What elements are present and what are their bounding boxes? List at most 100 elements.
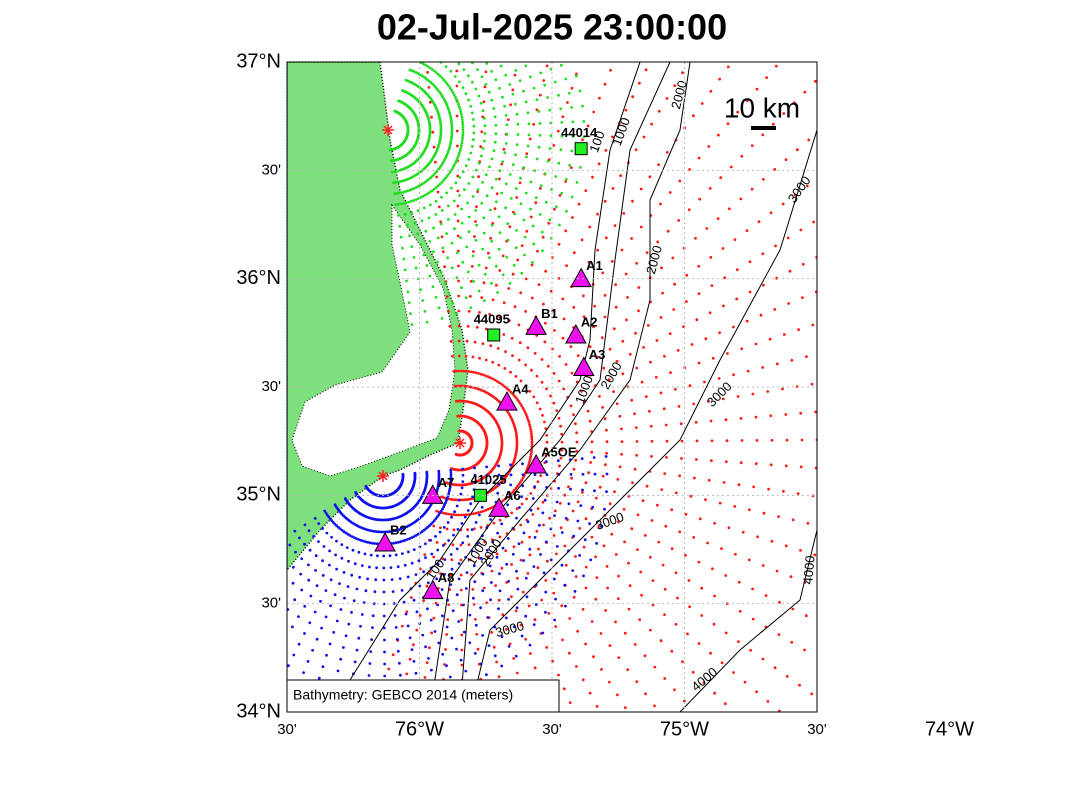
coverage-dot xyxy=(467,182,471,185)
coverage-dot xyxy=(638,81,641,85)
site-label: B2 xyxy=(390,522,407,537)
coverage-dot xyxy=(315,637,319,641)
coverage-dot xyxy=(441,652,445,656)
coverage-dot xyxy=(459,369,463,373)
coverage-dot xyxy=(503,104,506,108)
coverage-dot xyxy=(552,372,556,375)
coverage-dot xyxy=(612,327,616,331)
coverage-dot xyxy=(659,316,663,319)
buoy-marker xyxy=(487,328,501,342)
coverage-dot xyxy=(740,347,744,351)
coverage-dot xyxy=(404,190,407,193)
coverage-dot xyxy=(519,623,523,627)
coverage-dot xyxy=(572,413,575,417)
coverage-dot xyxy=(432,250,435,254)
coverage-dot xyxy=(524,576,528,580)
coverage-dot xyxy=(432,519,436,522)
coverage-dot xyxy=(346,532,350,536)
coverage-dot xyxy=(471,145,474,148)
buoy-label: 44014 xyxy=(561,125,598,140)
coverage-dot xyxy=(553,329,556,332)
coverage-dot xyxy=(593,489,596,493)
coverage-dot xyxy=(700,586,704,590)
coverage-dot xyxy=(589,461,592,464)
coverage-dot xyxy=(770,438,774,442)
coverage-dot xyxy=(530,263,534,267)
coverage-dot xyxy=(538,213,542,216)
coverage-dot xyxy=(446,618,450,621)
coverage-dot xyxy=(440,209,444,212)
coverage-dot xyxy=(469,370,473,374)
coverage-dot xyxy=(633,467,637,471)
coverage-dot xyxy=(444,481,448,485)
coverage-dot xyxy=(688,384,692,388)
coverage-dot xyxy=(580,238,584,242)
coverage-dot xyxy=(363,552,367,556)
coverage-dot xyxy=(364,484,368,488)
coverage-dot xyxy=(457,562,461,565)
radar-coverage xyxy=(287,62,817,712)
coverage-dot xyxy=(354,491,357,494)
coverage-dot xyxy=(542,523,545,527)
coverage-dot xyxy=(635,440,639,443)
coverage-dot xyxy=(467,98,470,102)
coverage-dot xyxy=(428,240,432,243)
coverage-dot xyxy=(457,513,461,517)
coverage-dot xyxy=(785,438,789,442)
coverage-dot xyxy=(459,384,463,388)
coverage-dot xyxy=(620,248,624,252)
coverage-dot xyxy=(466,201,469,205)
lat-tick-label: 30' xyxy=(261,378,281,395)
coverage-dot xyxy=(466,270,470,274)
coverage-dot xyxy=(394,541,398,545)
coverage-dot xyxy=(563,583,567,587)
coverage-dot xyxy=(515,569,518,573)
coverage-dot xyxy=(432,69,436,73)
coverage-dot xyxy=(430,552,434,556)
coverage-dot xyxy=(410,211,414,215)
coverage-dot xyxy=(757,220,761,224)
coverage-dot xyxy=(543,340,547,344)
coverage-dot xyxy=(584,517,588,521)
coverage-dot xyxy=(424,527,428,531)
coverage-dot xyxy=(360,613,364,616)
coverage-dot xyxy=(539,553,542,556)
coverage-dot xyxy=(311,648,314,652)
coverage-dot xyxy=(485,62,489,65)
coverage-dot xyxy=(709,256,713,259)
coverage-dot xyxy=(448,325,452,328)
coverage-dot xyxy=(461,133,465,137)
coverage-dot xyxy=(540,230,544,234)
coverage-dot xyxy=(386,530,390,534)
coverage-dot xyxy=(648,175,652,179)
coverage-dot xyxy=(503,367,507,370)
coverage-dot xyxy=(291,581,295,585)
coverage-dot xyxy=(302,671,305,674)
coverage-dot xyxy=(445,527,449,531)
coverage-dot xyxy=(797,328,800,332)
coverage-dot xyxy=(445,295,449,298)
coverage-dot xyxy=(448,86,452,90)
coverage-dot xyxy=(410,561,414,565)
coverage-dot xyxy=(494,584,497,587)
coverage-dot xyxy=(524,191,528,195)
coverage-dot xyxy=(525,152,529,156)
coverage-dot xyxy=(561,336,565,340)
coverage-dot xyxy=(786,236,790,240)
coverage-dot xyxy=(590,535,594,539)
coverage-dot xyxy=(544,321,547,325)
coverage-dot xyxy=(432,555,436,559)
coverage-dot xyxy=(497,482,501,486)
coverage-dot xyxy=(462,68,466,71)
coverage-dot xyxy=(460,144,463,148)
coverage-dot xyxy=(458,107,462,111)
coverage-dot xyxy=(523,235,527,239)
coverage-dot xyxy=(589,558,593,562)
coverage-dot xyxy=(464,513,468,517)
coverage-dot xyxy=(535,108,539,112)
coverage-dot xyxy=(486,507,490,511)
coverage-dot xyxy=(548,108,552,112)
coverage-dot xyxy=(738,610,742,613)
coverage-dot xyxy=(494,132,498,136)
